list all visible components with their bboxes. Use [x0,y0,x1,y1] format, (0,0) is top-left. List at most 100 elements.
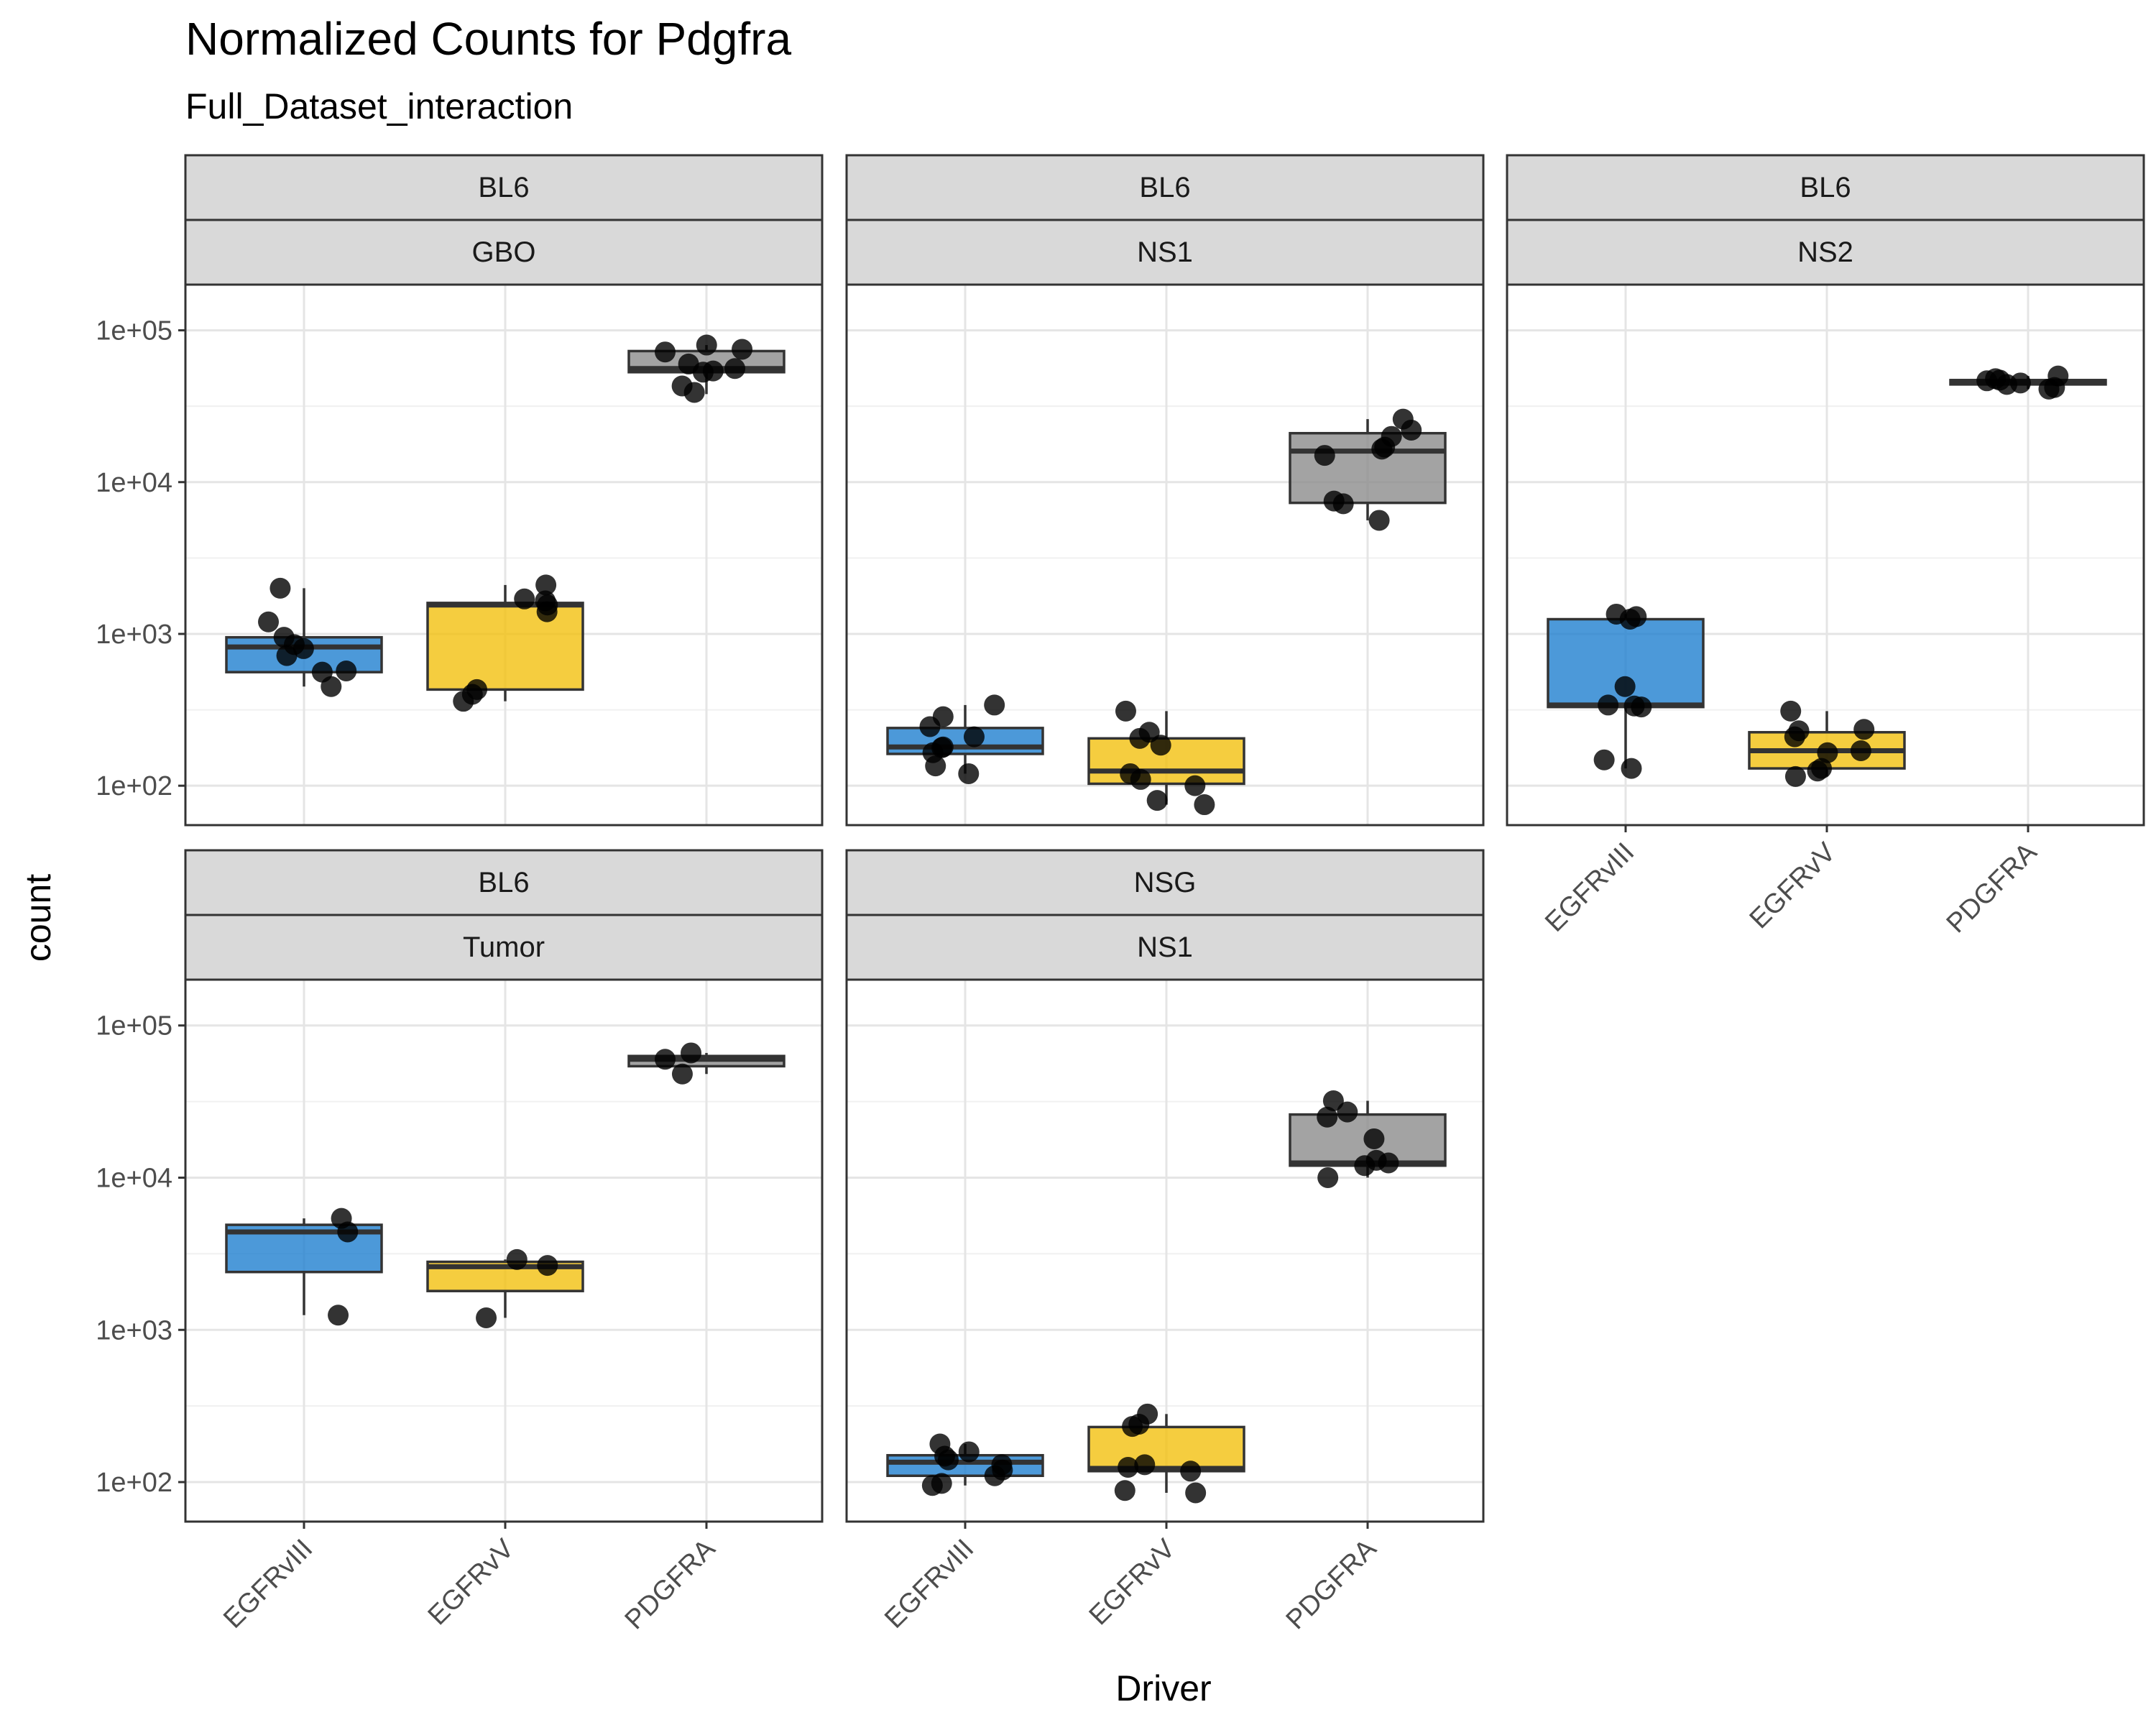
strip-sample [184,218,824,286]
facet-panel-bl6-gbo: BL6 GBO 1e+02 1e+03 1e+04 1e+05 [96,154,824,827]
data-point [1780,700,1802,722]
data-point [696,334,717,356]
data-point [1129,727,1151,749]
strip-sample-label: GBO [472,236,536,268]
data-point [2038,378,2060,400]
data-point [336,661,357,682]
chart-subtitle: Full_Dataset_interaction [185,86,573,126]
data-point [1150,735,1171,756]
y-tick-label: 1e+04 [96,1164,172,1194]
data-point [1593,749,1615,770]
panel-border [845,283,1485,827]
data-point [476,1307,497,1328]
box-iqr [426,602,584,691]
data-point [1371,438,1393,460]
data-point [276,645,298,666]
box-pdgfra [1289,1090,1447,1189]
data-point [683,382,705,403]
data-point [1598,694,1619,716]
y-tick-label: 1e+05 [96,316,172,346]
data-point [1619,609,1641,630]
data-point [1784,726,1805,748]
chart-title: Normalized Counts for Pdgfra [185,13,791,65]
box-egfrvv [426,1248,584,1328]
data-point [1332,493,1354,515]
strip-strain-label: BL6 [1800,172,1851,203]
data-point [535,574,557,596]
y-tick-label: 1e+02 [96,771,172,801]
box-egfrvv [1087,1403,1245,1504]
data-point [1314,445,1335,466]
data-point [1368,510,1390,531]
data-point [958,1441,980,1463]
panel-border [184,978,824,1523]
strip-strain-label: BL6 [1139,172,1190,203]
strip-strain [184,154,824,221]
data-point [984,694,1005,716]
box-egfrvv [1748,700,1906,787]
panel-border [845,978,1485,1523]
panel-border [184,283,824,827]
box-pdgfra [1289,408,1447,531]
strip-sample-label: NS1 [1137,236,1193,268]
data-point [270,577,291,599]
strip-sample-label: NS1 [1137,932,1193,963]
data-point [958,763,980,784]
strip-strain [184,849,824,916]
data-point [1122,1416,1143,1438]
y-tick-label: 1e+03 [96,1315,172,1346]
strip-sample [845,218,1485,286]
data-point [1118,1456,1139,1478]
strip-sample-label: Tumor [463,932,545,963]
box-iqr [1289,431,1447,505]
data-point [681,1042,702,1064]
data-point [692,362,714,383]
data-point [1115,700,1136,722]
data-point [1134,1454,1156,1476]
box-egfrviii [886,694,1044,784]
data-point [1850,740,1871,761]
strip-strain-label: NSG [1134,867,1197,898]
box-egfrvv [1087,700,1245,816]
data-point [1354,1155,1376,1177]
data-point [514,588,535,610]
data-point [1337,1101,1358,1123]
strip-strain [845,849,1485,916]
box-egfrviii [1547,603,1705,779]
data-point [1817,742,1838,763]
data-point [1401,419,1422,441]
y-tick-label: 1e+05 [96,1011,172,1041]
box-egfrvv [426,574,584,712]
x-axis-title: Driver [1115,1668,1211,1708]
facet-panel-bl6-ns1: BL6 NS1 [845,154,1485,827]
strip-sample [845,914,1485,981]
data-point [321,676,342,697]
strip-sample [1506,218,2145,286]
data-point [1621,758,1642,779]
data-point [1322,1090,1344,1112]
data-point [1363,1128,1385,1149]
y-axis-title: count [18,874,58,962]
box-pdgfra [1949,365,2107,400]
box-pdgfra [627,334,786,403]
data-point [963,726,985,748]
y-tick-label: 1e+04 [96,468,172,498]
box-egfrviii [225,1208,383,1326]
data-point [1996,374,2017,395]
strip-strain [845,154,1485,221]
data-point [1130,768,1151,790]
strip-strain-label: BL6 [478,172,529,203]
data-point [1378,1152,1399,1174]
data-point [1317,1106,1338,1128]
data-point [258,611,280,632]
data-point [1114,1480,1135,1501]
box-pdgfra [627,1042,786,1085]
data-point [654,1049,676,1070]
data-point [506,1248,528,1270]
strip-sample-label: NS2 [1797,236,1853,268]
data-point [732,339,753,360]
data-point [1614,676,1636,697]
